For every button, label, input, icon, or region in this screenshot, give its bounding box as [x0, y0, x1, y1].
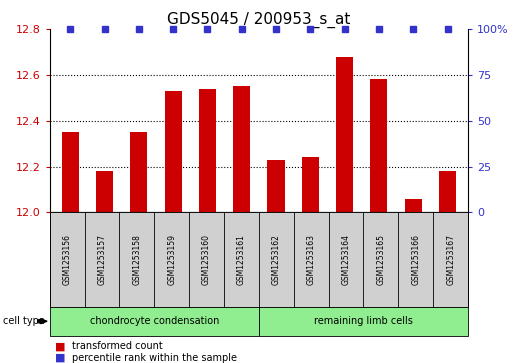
- Bar: [405, 199, 422, 212]
- Bar: [302, 157, 319, 212]
- Bar: [439, 171, 456, 212]
- Text: cell type: cell type: [3, 316, 44, 326]
- Text: GSM1253161: GSM1253161: [237, 234, 246, 285]
- Bar: [62, 132, 79, 212]
- Text: percentile rank within the sample: percentile rank within the sample: [72, 353, 237, 363]
- Text: transformed count: transformed count: [72, 341, 163, 351]
- Bar: [130, 132, 147, 212]
- Bar: [199, 89, 216, 212]
- Text: GSM1253167: GSM1253167: [446, 234, 455, 285]
- Text: GSM1253166: GSM1253166: [411, 234, 420, 285]
- Title: GDS5045 / 200953_s_at: GDS5045 / 200953_s_at: [167, 12, 350, 28]
- Bar: [336, 57, 353, 212]
- Bar: [96, 171, 113, 212]
- Bar: [370, 79, 388, 212]
- Bar: [165, 91, 181, 212]
- Text: remaining limb cells: remaining limb cells: [314, 316, 413, 326]
- Text: GSM1253160: GSM1253160: [202, 234, 211, 285]
- Text: GSM1253162: GSM1253162: [272, 234, 281, 285]
- Text: GSM1253157: GSM1253157: [97, 234, 107, 285]
- Text: GSM1253164: GSM1253164: [342, 234, 350, 285]
- Text: GSM1253156: GSM1253156: [63, 234, 72, 285]
- Text: GSM1253158: GSM1253158: [132, 234, 141, 285]
- Text: ■: ■: [55, 341, 65, 351]
- Text: chondrocyte condensation: chondrocyte condensation: [89, 316, 219, 326]
- Text: GSM1253163: GSM1253163: [306, 234, 316, 285]
- Bar: [233, 86, 251, 212]
- Text: ■: ■: [55, 353, 65, 363]
- Text: GSM1253165: GSM1253165: [377, 234, 385, 285]
- Text: GSM1253159: GSM1253159: [167, 234, 176, 285]
- Bar: [267, 160, 285, 212]
